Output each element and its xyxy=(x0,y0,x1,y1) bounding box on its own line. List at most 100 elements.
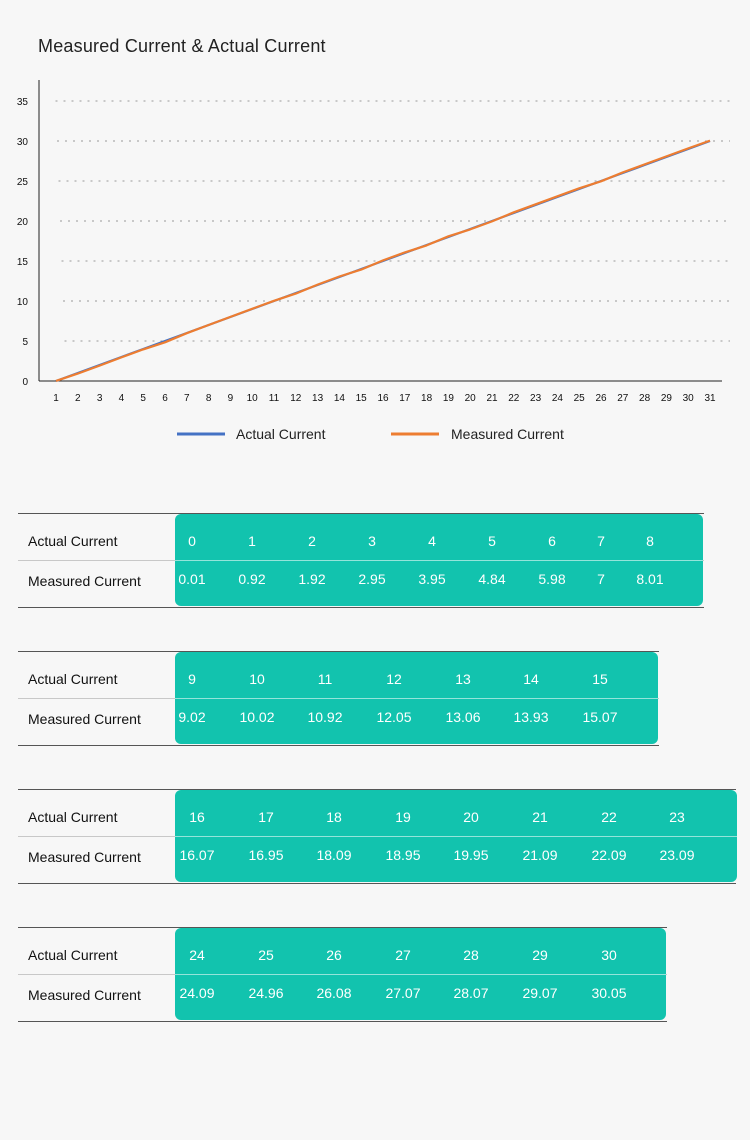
x-tick-label: 31 xyxy=(704,393,716,404)
actual-value-cell: 19 xyxy=(395,809,411,825)
measured-value-cell: 16.95 xyxy=(248,847,284,863)
actual-value-cell: 13 xyxy=(455,671,471,687)
measured-value-cell: 16.07 xyxy=(179,847,215,863)
x-tick-label: 17 xyxy=(399,393,411,404)
x-tick-label: 16 xyxy=(377,393,389,404)
measured-value-cell: 10.02 xyxy=(239,709,275,725)
x-tick-label: 23 xyxy=(530,393,542,404)
actual-value-cell: 14 xyxy=(523,671,539,687)
x-tick-label: 2 xyxy=(75,393,81,404)
x-tick-label: 5 xyxy=(140,393,146,404)
table-rule xyxy=(18,883,736,884)
measured-value-cell: 5.98 xyxy=(538,571,566,587)
actual-value-cell: 9 xyxy=(188,671,196,687)
measured-value-cell: 1.92 xyxy=(298,571,326,587)
x-tick-label: 6 xyxy=(162,393,168,404)
actual-value-cell: 0 xyxy=(188,533,196,549)
actual-value-cell: 23 xyxy=(669,809,685,825)
table-rule xyxy=(18,651,659,652)
x-tick-label: 7 xyxy=(184,393,190,404)
x-tick-label: 13 xyxy=(312,393,324,404)
x-tick-label: 15 xyxy=(356,393,368,404)
actual-value-cell: 12 xyxy=(386,671,402,687)
panel-divider xyxy=(175,560,703,561)
actual-value-cell: 29 xyxy=(532,947,548,963)
x-tick-label: 22 xyxy=(508,393,520,404)
measured-value-cell: 27.07 xyxy=(385,985,421,1001)
x-tick-label: 1 xyxy=(53,393,59,404)
table-rule xyxy=(18,513,704,514)
measured-value-cell: 8.01 xyxy=(636,571,664,587)
actual-value-cell: 24 xyxy=(189,947,205,963)
x-tick-label: 21 xyxy=(486,393,498,404)
data-table: Actual Current Measured Current 0 1 2 3 4 5 6 7 8 0… xyxy=(18,513,704,609)
panel-divider xyxy=(175,974,666,975)
chart-title: Measured Current & Actual Current xyxy=(38,36,326,56)
measured-value-cell: 28.07 xyxy=(453,985,489,1001)
actual-value-cell: 2 xyxy=(308,533,316,549)
actual-value-cell: 8 xyxy=(646,533,654,549)
y-tick-label: 15 xyxy=(17,257,29,268)
actual-value-cell: 3 xyxy=(368,533,376,549)
x-tick-label: 12 xyxy=(290,393,302,404)
x-tick-label: 4 xyxy=(119,393,125,404)
measured-value-cell: 24.96 xyxy=(248,985,284,1001)
table-rule xyxy=(18,745,659,746)
actual-value-cell: 25 xyxy=(258,947,274,963)
x-tick-label: 9 xyxy=(228,393,234,404)
actual-value-cell: 11 xyxy=(317,671,333,687)
x-tick-label: 28 xyxy=(639,393,651,404)
measured-value-cell: 19.95 xyxy=(453,847,489,863)
actual-value-cell: 6 xyxy=(548,533,556,549)
measured-value-cell: 21.09 xyxy=(522,847,558,863)
actual-value-cell: 15 xyxy=(592,671,608,687)
x-tick-label: 3 xyxy=(97,393,103,404)
actual-value-cell: 21 xyxy=(532,809,548,825)
x-tick-label: 19 xyxy=(443,393,455,404)
row-label-actual: Actual Current xyxy=(28,533,118,549)
row-label-measured: Measured Current xyxy=(28,573,141,589)
measured-value-cell: 18.95 xyxy=(385,847,421,863)
measured-value-cell: 29.07 xyxy=(522,985,558,1001)
x-tick-label: 26 xyxy=(595,393,607,404)
measured-value-cell: 0.01 xyxy=(178,571,206,587)
x-tick-label: 25 xyxy=(574,393,586,404)
x-tick-label: 8 xyxy=(206,393,212,404)
x-tick-label: 24 xyxy=(552,393,564,404)
row-label-actual: Actual Current xyxy=(28,947,118,963)
actual-value-cell: 22 xyxy=(601,809,617,825)
values-panel xyxy=(175,652,658,744)
measured-value-cell: 13.06 xyxy=(445,709,481,725)
x-tick-label: 27 xyxy=(617,393,629,404)
x-tick-label: 11 xyxy=(269,393,280,404)
values-panel xyxy=(175,790,737,882)
measured-value-cell: 0.92 xyxy=(238,571,266,587)
legend-label: Measured Current xyxy=(451,426,564,442)
values-panel xyxy=(175,928,666,1020)
table-rule xyxy=(18,789,736,790)
x-tick-label: 18 xyxy=(421,393,433,404)
panel-divider xyxy=(175,698,658,699)
measured-value-cell: 23.09 xyxy=(659,847,695,863)
measured-value-cell: 22.09 xyxy=(591,847,627,863)
row-label-actual: Actual Current xyxy=(28,809,118,825)
row-label-measured: Measured Current xyxy=(28,987,141,1003)
measured-value-cell: 26.08 xyxy=(316,985,352,1001)
measured-value-cell: 3.95 xyxy=(418,571,446,587)
row-label-actual: Actual Current xyxy=(28,671,118,687)
legend-label: Actual Current xyxy=(236,426,326,442)
actual-value-cell: 27 xyxy=(395,947,411,963)
actual-value-cell: 16 xyxy=(189,809,205,825)
measured-value-cell: 2.95 xyxy=(358,571,386,587)
actual-value-cell: 5 xyxy=(488,533,496,549)
measured-value-cell: 15.07 xyxy=(582,709,618,725)
x-tick-label: 30 xyxy=(683,393,695,404)
data-table: Actual Current Measured Current 16 17 18 19 20… xyxy=(18,789,737,885)
series-line-measured xyxy=(55,139,711,382)
table-rule xyxy=(18,1021,667,1022)
measured-value-cell: 30.05 xyxy=(591,985,627,1001)
y-tick-label: 5 xyxy=(22,337,28,348)
actual-value-cell: 28 xyxy=(463,947,479,963)
panel-divider xyxy=(175,836,737,837)
